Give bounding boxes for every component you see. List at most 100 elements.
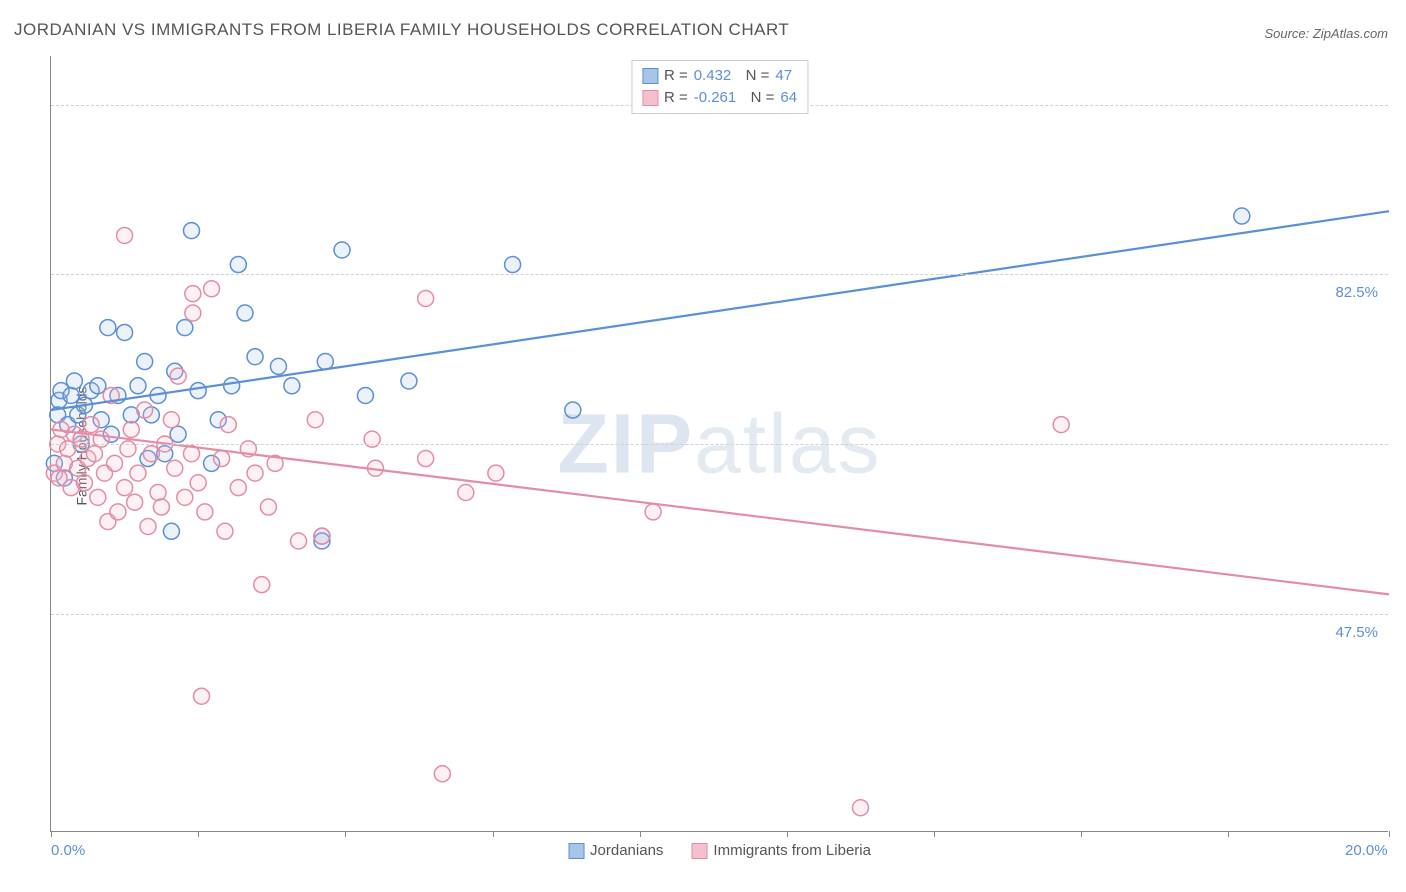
x-tick-mark <box>640 831 641 837</box>
chart-source: Source: ZipAtlas.com <box>1264 26 1388 41</box>
scatter-point <box>645 504 661 520</box>
scatter-point <box>217 523 233 539</box>
scatter-point <box>237 305 253 321</box>
grid-line <box>51 274 1388 275</box>
scatter-point <box>167 460 183 476</box>
scatter-point <box>137 402 153 418</box>
scatter-point <box>183 223 199 239</box>
scatter-point <box>76 475 92 491</box>
scatter-point <box>150 485 166 501</box>
x-tick-mark <box>198 831 199 837</box>
scatter-point <box>458 485 474 501</box>
scatter-point <box>214 451 230 467</box>
legend-swatch-1 <box>642 68 658 84</box>
chart-title: JORDANIAN VS IMMIGRANTS FROM LIBERIA FAM… <box>14 20 789 40</box>
y-tick-label: 47.5% <box>1335 624 1378 641</box>
scatter-point <box>317 354 333 370</box>
scatter-point <box>127 494 143 510</box>
scatter-point <box>254 577 270 593</box>
scatter-point <box>117 227 133 243</box>
scatter-point <box>123 421 139 437</box>
grid-line <box>51 444 1388 445</box>
scatter-point <box>110 504 126 520</box>
correlation-chart: JORDANIAN VS IMMIGRANTS FROM LIBERIA FAM… <box>0 0 1406 892</box>
scatter-point <box>86 446 102 462</box>
scatter-point <box>1234 208 1250 224</box>
x-tick-label: 20.0% <box>1345 842 1388 859</box>
scatter-point <box>230 257 246 273</box>
scatter-point <box>190 475 206 491</box>
scatter-point <box>1053 417 1069 433</box>
scatter-point <box>107 455 123 471</box>
scatter-point <box>170 368 186 384</box>
scatter-point <box>143 446 159 462</box>
legend-stats-row-1: R = 0.432 N = 47 <box>642 65 797 87</box>
x-tick-mark <box>934 831 935 837</box>
scatter-point <box>505 257 521 273</box>
plot-area: ZIPatlas R = 0.432 N = 47 R = -0.261 N =… <box>50 56 1388 832</box>
scatter-point <box>357 388 373 404</box>
scatter-point <box>130 465 146 481</box>
legend-series: Jordanians Immigrants from Liberia <box>568 842 871 859</box>
scatter-point <box>66 373 82 389</box>
scatter-point <box>63 388 79 404</box>
scatter-point <box>224 378 240 394</box>
y-tick-label: 82.5% <box>1335 284 1378 301</box>
x-tick-mark <box>1389 831 1390 837</box>
scatter-point <box>247 349 263 365</box>
scatter-point <box>284 378 300 394</box>
x-tick-mark <box>493 831 494 837</box>
scatter-point <box>314 528 330 544</box>
grid-line <box>51 614 1388 615</box>
scatter-point <box>163 412 179 428</box>
scatter-point <box>100 320 116 336</box>
scatter-point <box>260 499 276 515</box>
legend-item-1: Jordanians <box>568 842 663 859</box>
scatter-point <box>204 281 220 297</box>
scatter-point <box>401 373 417 389</box>
scatter-point <box>418 451 434 467</box>
scatter-point <box>163 523 179 539</box>
scatter-point <box>434 766 450 782</box>
legend-stats-row-2: R = -0.261 N = 64 <box>642 87 797 109</box>
scatter-point <box>137 354 153 370</box>
scatter-point <box>270 358 286 374</box>
scatter-point <box>117 480 133 496</box>
scatter-point <box>170 426 186 442</box>
scatter-point <box>194 688 210 704</box>
scatter-point <box>90 378 106 394</box>
scatter-point <box>197 504 213 520</box>
scatter-point <box>185 286 201 302</box>
scatter-point <box>307 412 323 428</box>
x-tick-mark <box>51 831 52 837</box>
scatter-point <box>90 489 106 505</box>
scatter-point <box>334 242 350 258</box>
scatter-point <box>177 320 193 336</box>
scatter-point <box>230 480 246 496</box>
x-tick-mark <box>1228 831 1229 837</box>
scatter-point <box>247 465 263 481</box>
legend-swatch-b1 <box>568 843 584 859</box>
scatter-point <box>177 489 193 505</box>
scatter-point <box>130 378 146 394</box>
scatter-point <box>83 417 99 433</box>
scatter-point <box>488 465 504 481</box>
legend-swatch-2 <box>642 90 658 106</box>
scatter-point <box>220 417 236 433</box>
scatter-point <box>852 800 868 816</box>
scatter-point <box>565 402 581 418</box>
x-tick-mark <box>345 831 346 837</box>
scatter-point <box>185 305 201 321</box>
scatter-point <box>153 499 169 515</box>
scatter-point <box>291 533 307 549</box>
scatter-point <box>117 324 133 340</box>
scatter-point <box>140 518 156 534</box>
legend-item-2: Immigrants from Liberia <box>691 842 871 859</box>
trendline <box>51 429 1389 594</box>
legend-stats-box: R = 0.432 N = 47 R = -0.261 N = 64 <box>631 60 808 114</box>
x-tick-mark <box>1081 831 1082 837</box>
x-tick-mark <box>787 831 788 837</box>
legend-swatch-b2 <box>691 843 707 859</box>
scatter-point <box>418 291 434 307</box>
scatter-point <box>190 383 206 399</box>
